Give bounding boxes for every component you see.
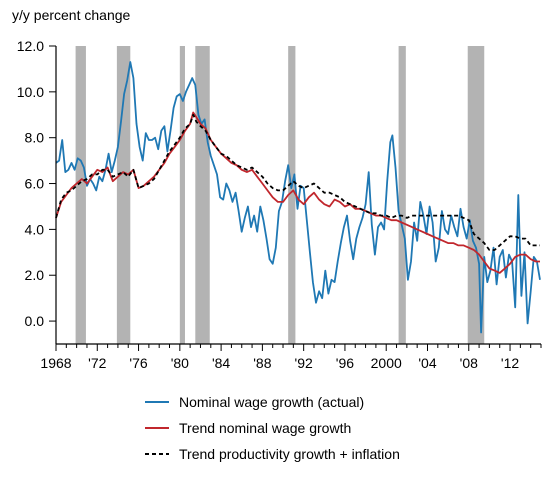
recession-band-3 xyxy=(195,46,210,344)
y-tick-label-0: 0.0 xyxy=(25,313,45,329)
y-tick-label-1: 2.0 xyxy=(25,267,45,283)
x-tick-label-10: '08 xyxy=(460,355,478,371)
y-tick-label-2: 4.0 xyxy=(25,221,45,237)
y-axis-label: y/y percent change xyxy=(12,7,131,23)
axes: 0.0 2.0 4.0 6.0 8.0 10.0 12.0 1968 '72 '76 '80 '84 '… xyxy=(17,38,542,371)
recession-band-0 xyxy=(75,46,86,344)
x-tick-label-8: 2000 xyxy=(371,355,402,371)
x-tick-label-1: '72 xyxy=(88,355,106,371)
x-tick-label-3: '80 xyxy=(171,355,189,371)
x-tick-label-9: '04 xyxy=(418,355,436,371)
recession-band-1 xyxy=(116,46,131,344)
recession-band-5 xyxy=(398,46,406,344)
x-tick-label-2: '76 xyxy=(129,355,147,371)
series-line-0 xyxy=(55,61,541,334)
recession-bands xyxy=(75,46,485,344)
x-tick-label-11: '12 xyxy=(501,355,519,371)
x-tick-label-0: 1968 xyxy=(40,355,71,371)
legend-label-1: Trend nominal wage growth xyxy=(179,420,351,436)
y-tick-label-6: 12.0 xyxy=(17,38,44,54)
x-tick-label-4: '84 xyxy=(212,355,230,371)
y-tick-label-4: 8.0 xyxy=(25,130,45,146)
recession-band-4 xyxy=(288,46,296,344)
x-tick-label-5: '88 xyxy=(253,355,271,371)
series-lines xyxy=(55,61,541,334)
x-tick-label-6: '92 xyxy=(295,355,313,371)
legend: Nominal wage growth (actual) Trend nomina… xyxy=(145,394,400,462)
legend-label-0: Nominal wage growth (actual) xyxy=(179,394,364,410)
y-tick-label-3: 6.0 xyxy=(25,176,45,192)
y-tick-label-5: 10.0 xyxy=(17,84,44,100)
recession-band-2 xyxy=(179,46,185,344)
x-tick-label-7: '96 xyxy=(336,355,354,371)
legend-label-2: Trend productivity growth + inflation xyxy=(179,446,400,462)
series-line-2 xyxy=(55,113,540,251)
